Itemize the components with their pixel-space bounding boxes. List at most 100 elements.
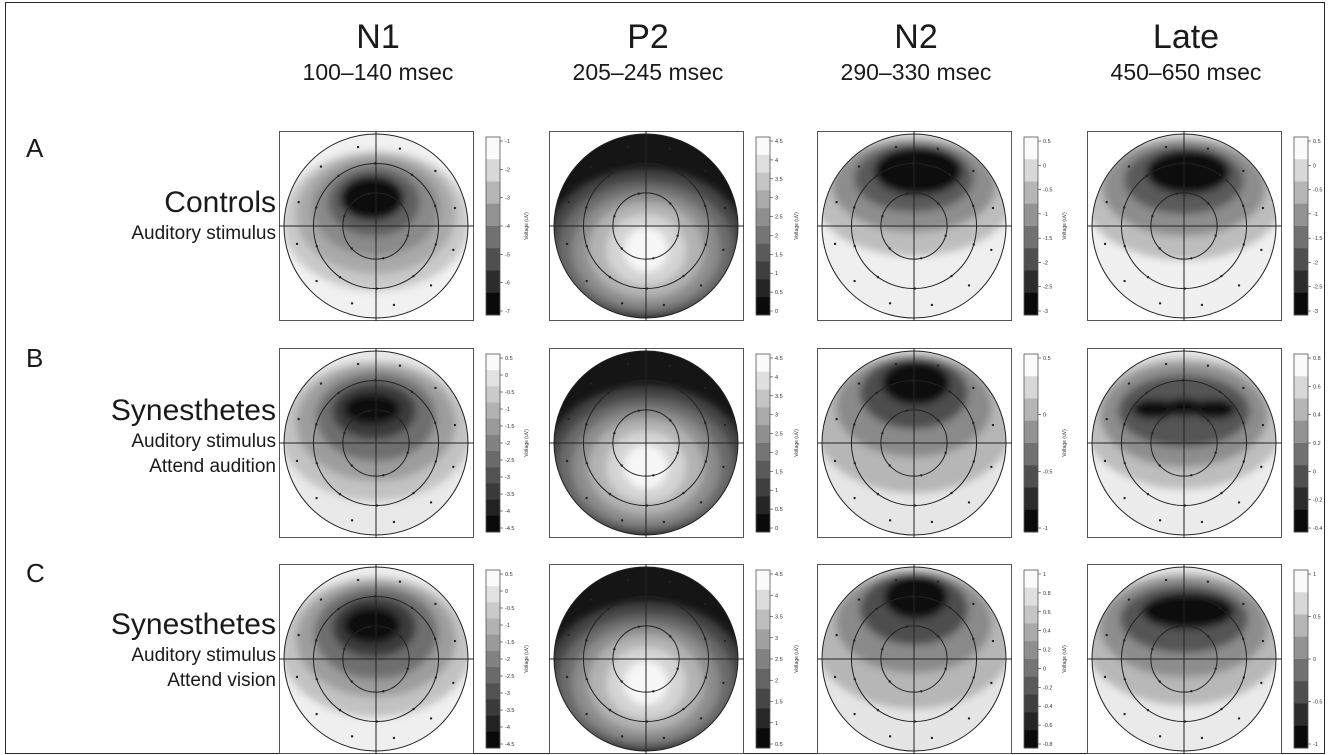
colorbar-axis-label: Voltage (uV)	[794, 429, 800, 457]
column-name: N1	[356, 18, 400, 56]
topographic-map-a2	[817, 131, 1012, 321]
colorbar-tick-label: -4.5	[505, 742, 514, 748]
colorbar-tick-label: 0.6	[1313, 384, 1321, 390]
colorbar-tick-label: 4.5	[775, 572, 783, 578]
colorbar-a1: 4.5 4 3.5 3 2.5 2 1.5 1 0.5 0 Voltage (uV)	[754, 135, 810, 317]
colorbar-tick-label: 1	[775, 488, 778, 494]
colorbar-tick-label: -2	[505, 441, 510, 447]
colorbar-c1: 4.5 4 3.5 3 2.5 2 1.5 1 0.5 Voltage (uV)	[754, 568, 810, 750]
colorbar-tick-label: -0.4	[1043, 704, 1052, 710]
colorbar-tick-label: -0.5	[1043, 469, 1052, 475]
colorbar-tick-label: 2.5	[775, 215, 783, 221]
column-time-window: 100–140 msec	[302, 59, 454, 85]
colorbar-tick-label: 2	[775, 233, 778, 239]
colorbar-tick-label: 1.5	[775, 700, 783, 706]
group-name: Controls	[164, 186, 276, 219]
colorbar-tick-label: -2.5	[505, 674, 514, 680]
colorbar-tick-label: -2	[1043, 260, 1048, 266]
column-header-n1: N1 100–140 msec	[268, 17, 488, 87]
column-header-n2: N2 290–330 msec	[806, 17, 1026, 87]
column-name: P2	[627, 18, 669, 56]
colorbar-tick-label: -5	[505, 252, 510, 258]
condition-label: Attend vision	[167, 670, 276, 691]
colorbar-tick-label: 0.5	[775, 742, 783, 748]
colorbar-tick-label: 4	[775, 593, 778, 599]
colorbar-tick-label: -1	[505, 623, 510, 629]
colorbar-tick-label: -2	[505, 167, 510, 173]
colorbar-tick-label: -1	[1043, 526, 1048, 532]
colorbar-tick-label: -1.5	[1313, 236, 1322, 242]
condition-label: Attend audition	[149, 456, 276, 477]
colorbar-tick-label: 0.5	[775, 507, 783, 513]
colorbar-tick-label: 0.5	[1043, 139, 1051, 145]
colorbar-tick-label: 1	[1043, 572, 1046, 578]
column-header-p2: P2 205–245 msec	[538, 17, 758, 87]
colorbar-b3: 0.80.60.40.20-0.2-0.4Voltage (uV)	[1292, 352, 1329, 534]
colorbar-tick-label: -3	[1043, 309, 1048, 315]
colorbar-tick-label: 0.5	[505, 572, 513, 578]
colorbar-tick-label: 0.2	[1313, 441, 1321, 447]
colorbar-tick-label: -2	[1313, 260, 1318, 266]
colorbar-tick-label: 1.5	[775, 469, 783, 475]
colorbar-tick-label: 0	[1313, 657, 1316, 663]
colorbar-tick-label: 1	[1313, 572, 1316, 578]
colorbar-tick-label: 4	[775, 158, 778, 164]
colorbar-tick-label: -2.5	[505, 458, 514, 464]
colorbar-tick-label: -0.5	[1313, 188, 1322, 194]
colorbar-tick-label: 0.5	[505, 356, 513, 362]
column-time-window: 450–650 msec	[1110, 59, 1262, 85]
colorbar-tick-label: 0	[1043, 163, 1046, 169]
colorbar-tick-label: 0.4	[1043, 629, 1051, 635]
colorbar-tick-label: 0.8	[1043, 591, 1051, 597]
colorbar-tick-label: -3.5	[505, 492, 514, 498]
column-name: Late	[1152, 18, 1220, 56]
column-name: N2	[894, 18, 938, 56]
colorbar-axis-label: Voltage (uV)	[1062, 429, 1068, 457]
colorbar-axis-label: Voltage (uV)	[524, 212, 530, 240]
colorbar-tick-label: -0.4	[1313, 526, 1322, 532]
row-label-a: Controls Auditory stimulus	[26, 185, 276, 246]
colorbar-a0: -1 -2 -3 -4 -5 -6 -7 Voltage (uV)	[484, 135, 540, 317]
colorbar-tick-label: 0	[775, 526, 778, 532]
colorbar-tick-label: 0.5	[1313, 139, 1321, 145]
column-time-window: 290–330 msec	[840, 59, 992, 85]
colorbar-tick-label: 1.5	[775, 252, 783, 258]
colorbar-tick-label: 3	[775, 196, 778, 202]
colorbar-tick-label: -0.2	[1043, 685, 1052, 691]
colorbar-tick-label: -3	[505, 196, 510, 202]
colorbar-axis-label: Voltage (uV)	[1062, 212, 1068, 240]
colorbar-tick-label: 3.5	[775, 394, 783, 400]
colorbar-tick-label: -2.5	[1313, 285, 1322, 291]
colorbar-tick-label: 0	[1043, 413, 1046, 419]
colorbar-tick-label: 0.5	[1043, 356, 1051, 362]
colorbar-tick-label: -0.6	[1043, 723, 1052, 729]
topographic-map-a3	[1087, 131, 1282, 321]
colorbar-tick-label: 0.4	[1313, 413, 1321, 419]
colorbar-axis-label: Voltage (uV)	[1062, 645, 1068, 673]
colorbar-tick-label: 0.2	[1043, 648, 1051, 654]
colorbar-tick-label: 0	[775, 309, 778, 315]
colorbar-tick-label: -3.5	[505, 708, 514, 714]
colorbar-tick-label: -4	[505, 224, 510, 230]
colorbar-tick-label: -0.5	[1043, 188, 1052, 194]
colorbar-tick-label: -0.5	[505, 390, 514, 396]
colorbar-axis-label: Voltage (uV)	[524, 645, 530, 673]
colorbar-axis-label: Voltage (uV)	[794, 645, 800, 673]
colorbar-tick-label: -4	[505, 725, 510, 731]
colorbar-b1: 4.5 4 3.5 3 2.5 2 1.5 1 0.5 0 Voltage (uV)	[754, 352, 810, 534]
colorbar-tick-label: 2.5	[775, 657, 783, 663]
colorbar-tick-label: -1	[505, 407, 510, 413]
colorbar-b0: 0.5 0 -0.5 -1 -1.5 -2 -2.5 -3 -3.5 -4 -4.5 Voltage …	[484, 352, 540, 534]
colorbar-tick-label: 3	[775, 413, 778, 419]
colorbar-c2: 1 0.8 0.6 0.4 0.2 0 -0.2 -0.4 -0.6 -0.8 Voltage (u…	[1022, 568, 1078, 750]
topographic-map-c0	[279, 564, 474, 754]
row-label-c: Synesthetes Auditory stimulus Attend vis…	[26, 607, 276, 693]
topographic-map-b3	[1087, 348, 1282, 538]
colorbar-tick-label: 1	[775, 271, 778, 277]
colorbar-tick-label: 0.8	[1313, 356, 1321, 362]
row-letter-a: A	[26, 133, 44, 163]
colorbar-tick-label: -0.5	[505, 606, 514, 612]
colorbar-tick-label: -2.5	[1043, 285, 1052, 291]
colorbar-tick-label: -0.5	[1313, 700, 1322, 706]
